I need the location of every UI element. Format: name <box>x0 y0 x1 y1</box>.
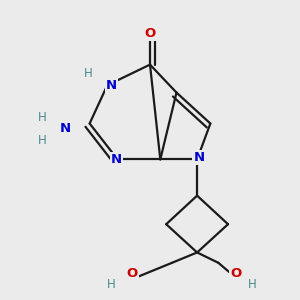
Text: O: O <box>144 27 156 40</box>
Text: N: N <box>106 79 117 92</box>
Text: H: H <box>38 134 46 147</box>
Text: H: H <box>38 110 46 124</box>
Text: H: H <box>107 278 116 291</box>
Text: N: N <box>111 153 122 166</box>
Text: H: H <box>84 67 92 80</box>
Text: O: O <box>127 267 138 280</box>
Text: N: N <box>60 122 71 135</box>
Text: O: O <box>230 267 242 280</box>
Text: H: H <box>248 278 257 291</box>
Text: N: N <box>193 151 204 164</box>
